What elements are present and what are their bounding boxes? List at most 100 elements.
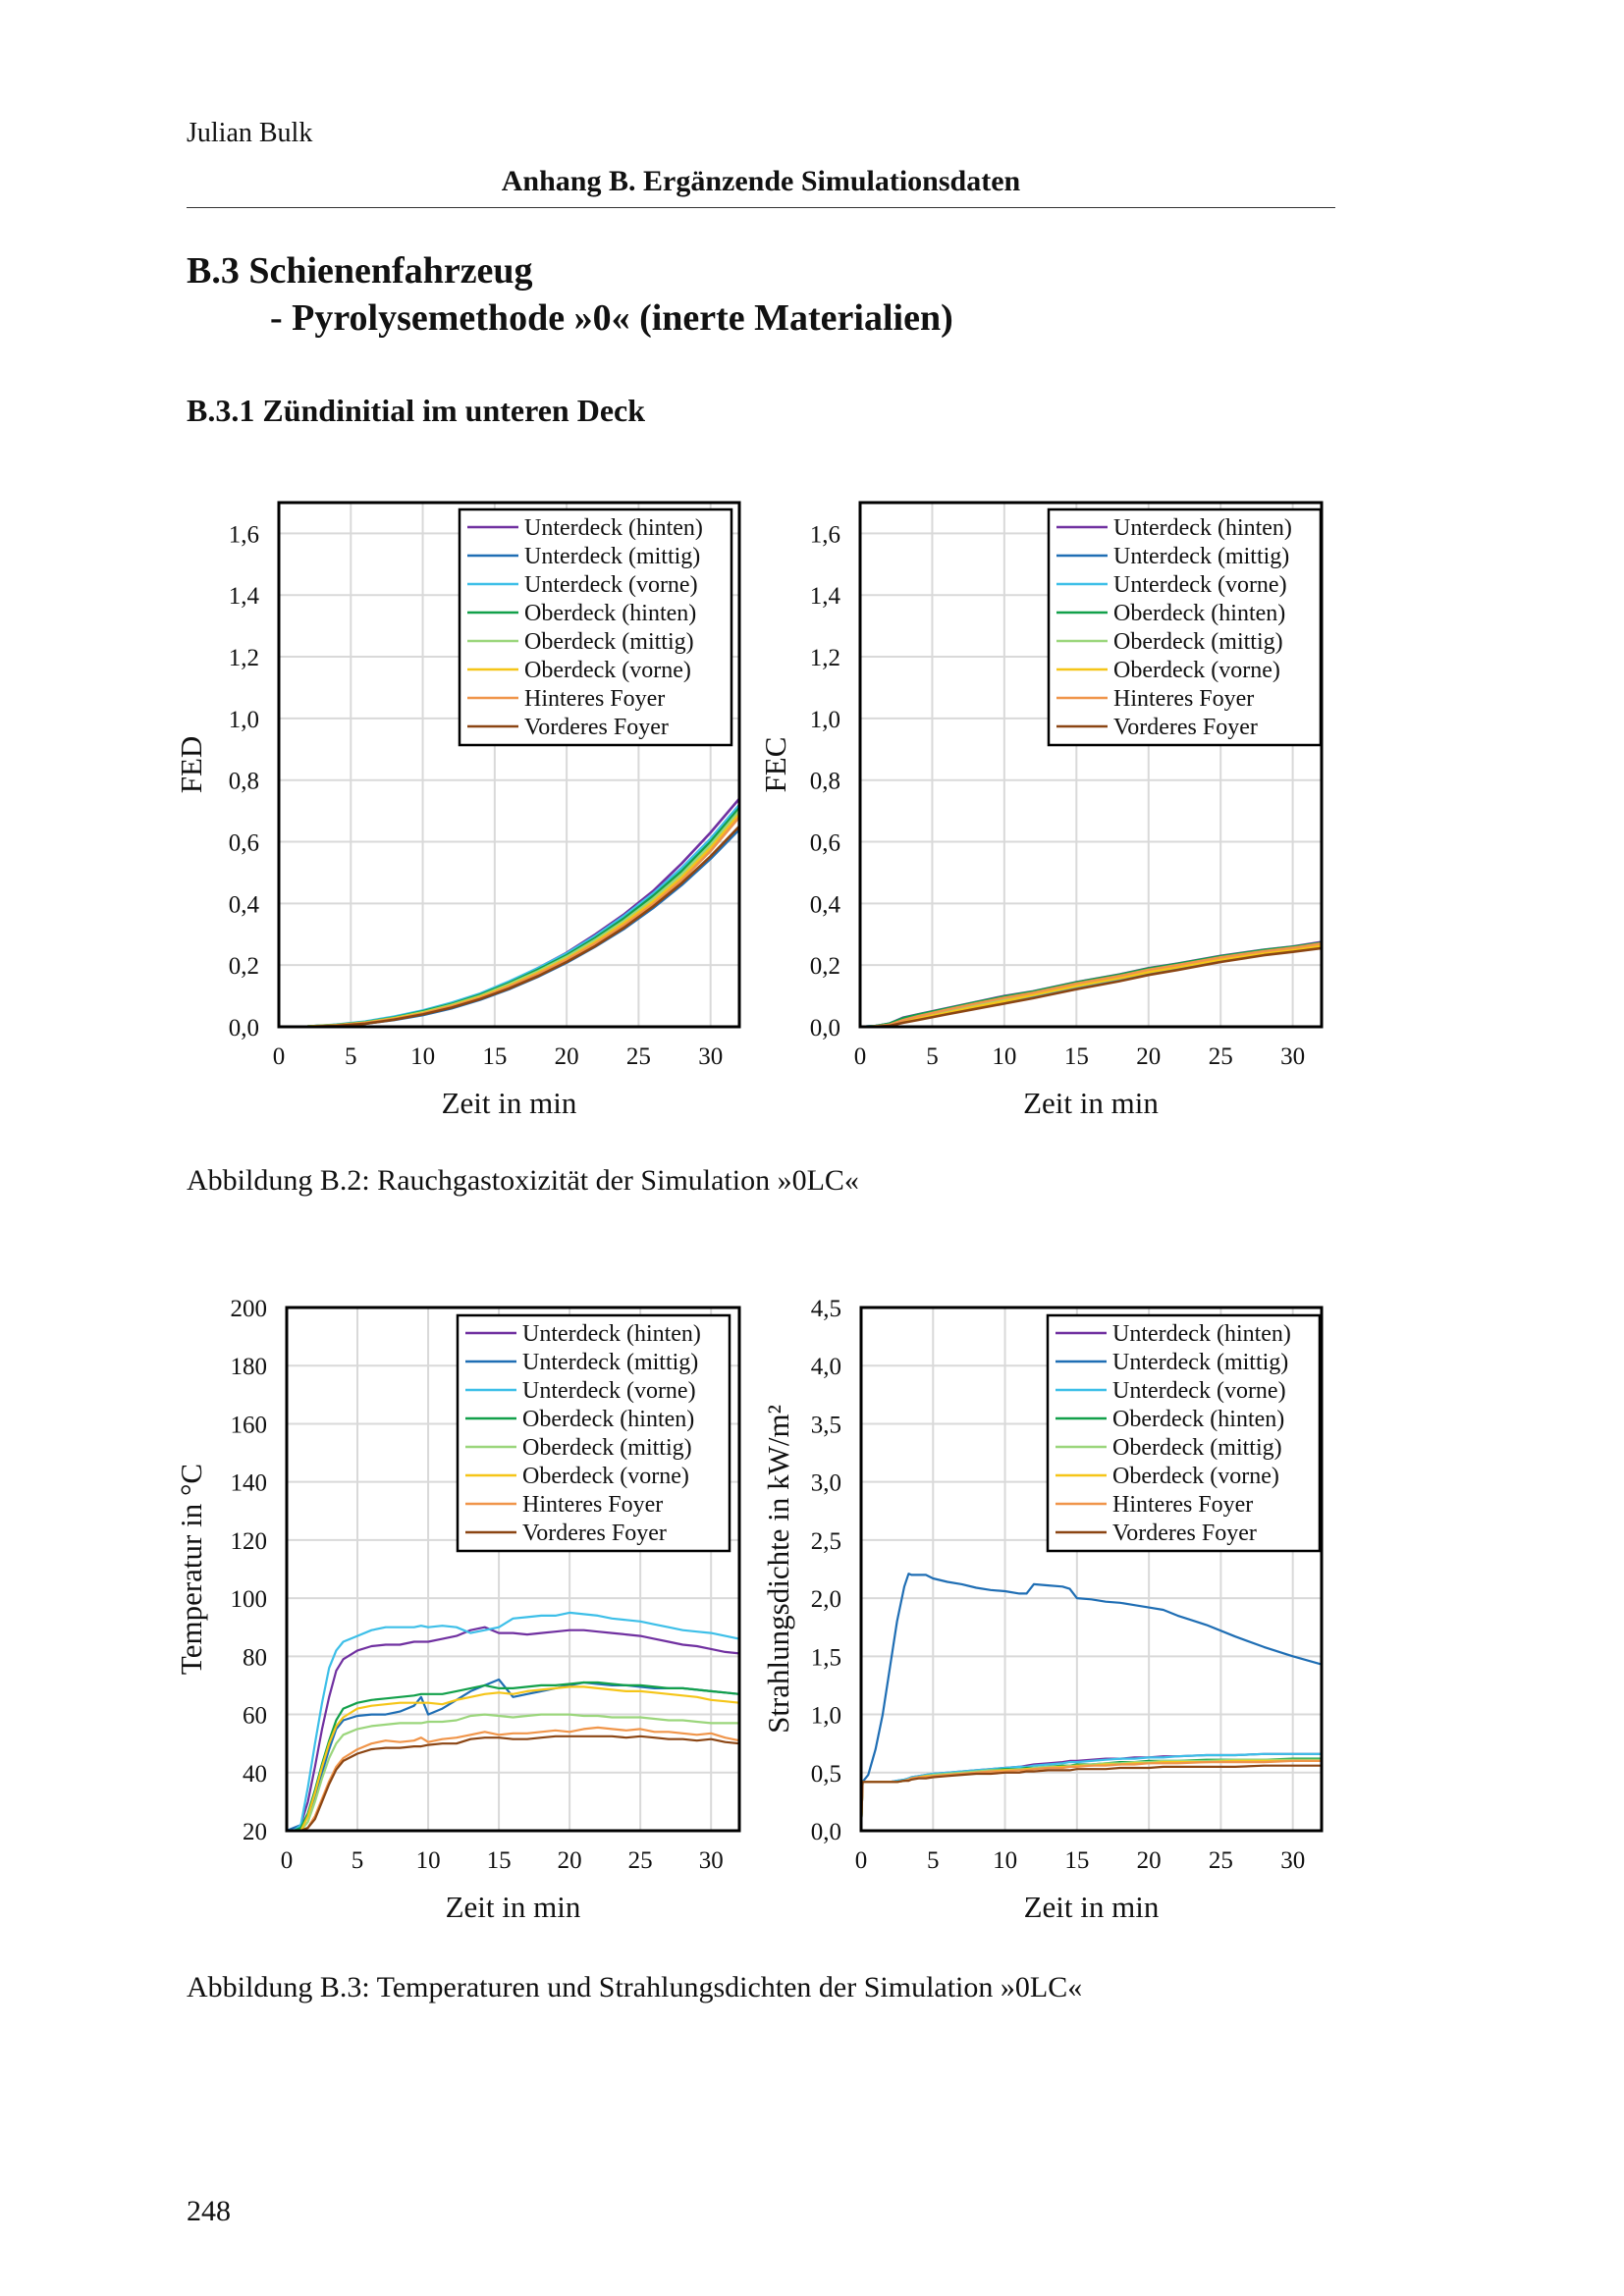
y-tick-label: 1,0 [811,1703,841,1730]
y-tick-label: 60 [243,1703,267,1730]
legend-label: Hinteres Foyer [1112,1492,1253,1518]
x-tick-label: 25 [1209,1847,1233,1874]
legend-label: Oberdeck (hinten) [1113,601,1285,626]
y-tick-label: 120 [231,1528,268,1555]
x-tick-label: 25 [628,1847,653,1874]
y-axis-label: Strahlungsdichte in kW/m² [761,1405,795,1734]
x-tick-label: 5 [345,1043,357,1070]
legend: Unterdeck (hinten) Unterdeck (mittig) Unte… [458,507,733,747]
plot-area-border [277,501,741,1029]
series-line-vorderes-foyer [279,825,740,1027]
legend-label: Oberdeck (vorne) [1112,1464,1279,1489]
x-tick-label: 15 [487,1847,512,1874]
plot-area-border [285,1306,741,1833]
x-tick-label: 0 [281,1847,294,1874]
legend-label: Vorderes Foyer [522,1521,667,1546]
series-line-oberdeck-mittig [861,1758,1322,1831]
y-tick-label: 3,0 [811,1470,841,1497]
x-axis-label: Zeit in min [1024,1890,1160,1924]
legend: Unterdeck (hinten) Unterdeck (mittig) Unte… [1046,1313,1322,1553]
legend-label: Unterdeck (vorne) [1113,572,1287,598]
y-tick-label: 0,4 [810,891,841,918]
x-tick-label: 30 [1280,1043,1305,1070]
legend-label: Oberdeck (mittig) [1113,629,1283,655]
x-tick-label: 20 [1136,1043,1161,1070]
legend-label: Unterdeck (hinten) [1112,1321,1291,1347]
series-line-unterdeck-vorne [287,1611,740,1831]
plot-area-border [859,1306,1324,1833]
x-tick-label: 20 [555,1043,579,1070]
x-axis-label: Zeit in min [1023,1086,1159,1120]
y-tick-label: 0,6 [229,830,259,857]
figure-caption-b3: Abbildung B.3: Temperaturen und Strahlun… [187,1971,1083,2003]
y-tick-label: 3,5 [811,1412,841,1438]
x-tick-label: 0 [855,1847,868,1874]
x-tick-label: 10 [992,1043,1016,1070]
legend-label: Unterdeck (mittig) [522,1350,698,1375]
legend-box [458,507,733,747]
y-tick-label: 0,6 [810,830,840,857]
legend-box [456,1313,731,1553]
legend-label: Unterdeck (hinten) [524,515,703,541]
series-line-vorderes-foyer [861,1764,1322,1831]
y-tick-label: 1,4 [810,583,841,610]
x-tick-label: 5 [352,1847,364,1874]
y-tick-label: 2,5 [811,1528,841,1555]
y-tick-label: 1,4 [229,583,260,610]
series-line-oberdeck-hinten [287,1681,740,1831]
x-tick-label: 30 [698,1043,723,1070]
legend-label: Hinteres Foyer [1113,686,1254,712]
x-tick-label: 10 [410,1043,435,1070]
x-tick-label: 30 [699,1847,724,1874]
legend-label: Unterdeck (hinten) [1113,515,1292,541]
running-header-title: Anhang B. Ergänzende Simulationsdaten [501,165,1021,197]
legend-label: Unterdeck (vorne) [522,1378,696,1404]
y-axis-label: FED [174,736,208,794]
page-number: 248 [187,2195,231,2227]
x-tick-label: 15 [1064,1043,1089,1070]
y-tick-label: 40 [243,1761,267,1788]
plot-area-border [858,501,1324,1029]
legend-label: Unterdeck (mittig) [524,544,700,569]
y-tick-label: 4,0 [811,1354,841,1380]
series-group [861,1573,1323,1831]
legend-label: Oberdeck (mittig) [522,1435,692,1461]
y-tick-label: 0,5 [811,1761,841,1788]
legend-label: Oberdeck (mittig) [1112,1435,1282,1461]
legend-label: Unterdeck (hinten) [522,1321,701,1347]
series-line-unterdeck-mittig [861,1573,1323,1831]
legend-label: Vorderes Foyer [1113,715,1258,740]
running-header-author: Julian Bulk [187,118,313,148]
x-tick-label: 5 [926,1043,939,1070]
x-tick-label: 30 [1280,1847,1305,1874]
x-tick-label: 0 [854,1043,867,1070]
legend-label: Unterdeck (vorne) [524,572,698,598]
legend: Unterdeck (hinten) Unterdeck (mittig) Unte… [1047,507,1323,747]
series-line-oberdeck-vorne [287,1685,740,1831]
y-tick-label: 1,0 [810,707,840,733]
y-tick-label: 1,2 [229,645,259,671]
legend-label: Oberdeck (hinten) [1112,1407,1284,1432]
y-axis-label: FEC [758,737,792,793]
x-axis-label: Zeit in min [442,1086,577,1120]
x-tick-label: 15 [1064,1847,1089,1874]
x-tick-label: 10 [993,1847,1017,1874]
legend-label: Hinteres Foyer [522,1492,663,1518]
y-tick-label: 1,6 [229,521,259,548]
y-tick-label: 180 [231,1354,268,1380]
y-tick-label: 0,2 [810,953,840,980]
y-tick-label: 80 [243,1644,267,1671]
series-line-vorderes-foyer [860,946,1323,1027]
series-line-vorderes-foyer [287,1735,740,1831]
figure-caption-b2: Abbildung B.2: Rauchgastoxizität der Sim… [187,1164,859,1197]
y-tick-label: 4,5 [811,1296,841,1322]
legend-label: Vorderes Foyer [1112,1521,1257,1546]
legend-label: Vorderes Foyer [524,715,669,740]
legend-label: Oberdeck (mittig) [524,629,694,655]
y-tick-label: 0,0 [229,1015,259,1041]
legend-label: Hinteres Foyer [524,686,665,712]
y-tick-label: 1,2 [810,645,840,671]
legend-label: Oberdeck (vorne) [522,1464,689,1489]
